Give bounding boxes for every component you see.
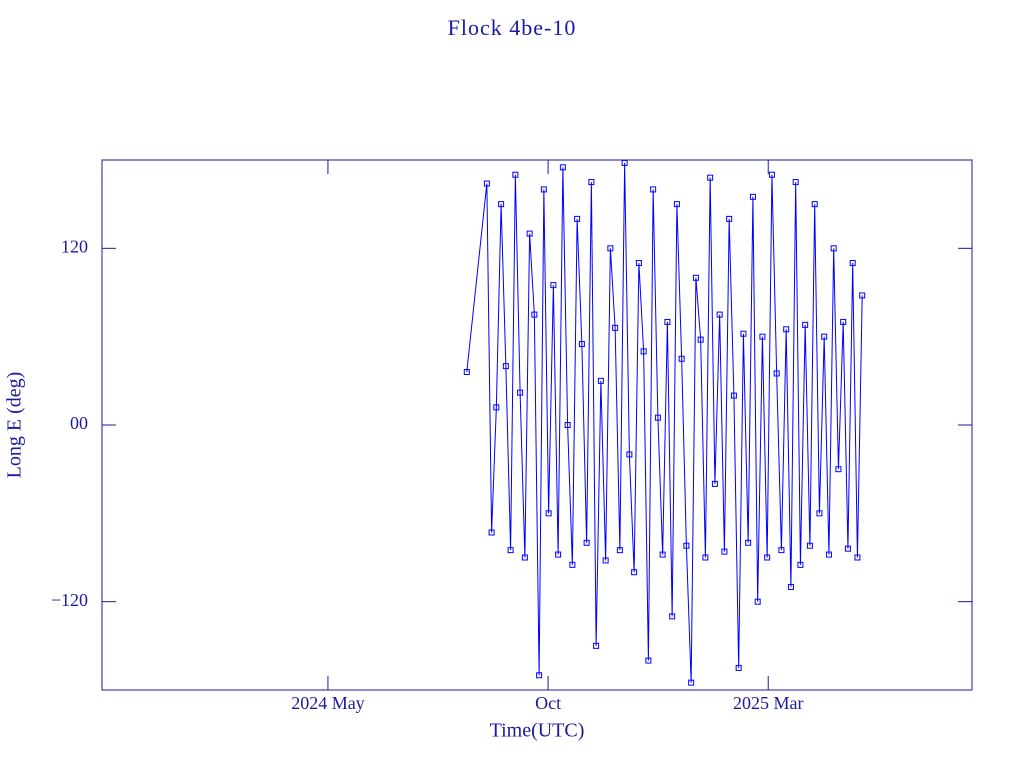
- data-point: [768, 171, 775, 178]
- data-point: [825, 551, 832, 558]
- data-point: [526, 230, 533, 237]
- data-point: [821, 333, 828, 340]
- data-point: [583, 539, 590, 546]
- series-line: [466, 162, 863, 683]
- y-tick-label: 120: [61, 236, 88, 256]
- data-point: [716, 311, 723, 318]
- data-point: [593, 642, 600, 649]
- data-point: [835, 466, 842, 473]
- data-point: [683, 542, 690, 549]
- y-tick-label: −120: [51, 590, 88, 610]
- data-point: [507, 547, 514, 554]
- data-point: [669, 613, 676, 620]
- data-point: [602, 557, 609, 564]
- data-point: [697, 336, 704, 343]
- data-point: [531, 311, 538, 318]
- data-point: [597, 377, 604, 384]
- data-point: [626, 451, 633, 458]
- data-point: [545, 510, 552, 517]
- data-point: [702, 554, 709, 561]
- x-axis-title: Time(UTC): [490, 720, 585, 742]
- data-point: [488, 529, 495, 536]
- data-point: [635, 260, 642, 267]
- data-point: [787, 583, 794, 590]
- data-point: [735, 664, 742, 671]
- y-tick-label: 00: [70, 413, 88, 433]
- data-point: [692, 274, 699, 281]
- data-point: [588, 179, 595, 186]
- data-point: [555, 551, 562, 558]
- data-point: [806, 542, 813, 549]
- data-point: [578, 341, 585, 348]
- data-point: [754, 598, 761, 605]
- chart-title: Flock 4be-10: [448, 15, 577, 40]
- data-point: [759, 333, 766, 340]
- data-point: [844, 545, 851, 552]
- data-point: [550, 282, 557, 289]
- data-point: [797, 561, 804, 568]
- data-point: [616, 547, 623, 554]
- data-point: [621, 159, 628, 166]
- data-point: [569, 561, 576, 568]
- x-tick-label: 2024 May: [291, 693, 365, 713]
- data-point: [463, 369, 470, 375]
- data-point: [840, 318, 847, 325]
- data-point: [792, 179, 799, 186]
- x-tick-label: Oct: [535, 693, 561, 713]
- data-point: [564, 422, 571, 428]
- data-point: [764, 554, 771, 561]
- data-point: [483, 180, 490, 187]
- data-point: [740, 330, 747, 337]
- data-point: [854, 554, 861, 561]
- data-point: [678, 355, 685, 362]
- data-point: [664, 318, 671, 325]
- data-point: [859, 292, 866, 299]
- data-point: [730, 392, 737, 399]
- data-point: [498, 201, 505, 208]
- data-point: [783, 326, 790, 333]
- data-point: [650, 186, 657, 193]
- data-point: [778, 547, 785, 554]
- data-point: [811, 201, 818, 208]
- data-point: [721, 548, 728, 555]
- data-point: [612, 324, 619, 331]
- data-point: [711, 480, 718, 487]
- data-point: [726, 215, 733, 222]
- y-axis-title: Long E (deg): [4, 372, 26, 479]
- data-point: [574, 215, 581, 222]
- data-point: [521, 554, 528, 561]
- data-point: [517, 389, 524, 396]
- data-point: [659, 551, 666, 558]
- data-point: [536, 672, 543, 679]
- data-point: [559, 164, 566, 171]
- data-point: [802, 321, 809, 328]
- data-point: [654, 414, 661, 421]
- data-point: [493, 404, 500, 411]
- data-point: [707, 174, 714, 181]
- data-point: [745, 539, 752, 546]
- plot-frame: [101, 159, 973, 691]
- data-point: [749, 193, 756, 200]
- x-tick-label: 2025 Mar: [733, 693, 804, 713]
- data-point: [688, 679, 695, 686]
- data-point: [673, 201, 680, 208]
- data-point: [773, 370, 780, 377]
- data-point: [502, 363, 509, 370]
- data-point: [830, 245, 837, 252]
- data-point: [540, 186, 547, 193]
- data-point: [512, 171, 519, 178]
- data-point: [849, 260, 856, 267]
- data-point: [631, 569, 638, 576]
- data-point: [607, 245, 614, 252]
- data-point: [816, 510, 823, 517]
- data-point: [645, 657, 652, 664]
- data-point: [640, 348, 647, 355]
